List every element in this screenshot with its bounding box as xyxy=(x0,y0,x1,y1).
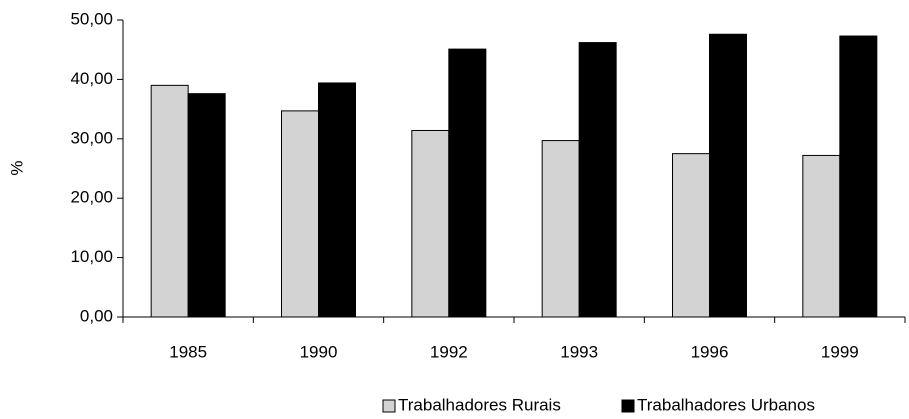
bar xyxy=(411,129,450,318)
x-tick-label: 1999 xyxy=(821,342,859,361)
bar xyxy=(839,35,878,318)
bar xyxy=(281,110,319,318)
legend-swatch xyxy=(382,399,396,413)
y-tick-label: 30,00 xyxy=(70,128,113,147)
y-tick-label: 10,00 xyxy=(70,247,113,266)
x-tick-label: 1996 xyxy=(691,342,729,361)
legend-label: Trabalhadores Rurais xyxy=(398,395,561,414)
bar xyxy=(802,154,841,318)
bar xyxy=(318,82,356,318)
x-tick-label: 1985 xyxy=(169,342,207,361)
legend-swatch xyxy=(621,399,635,413)
x-tick-label: 1990 xyxy=(300,342,338,361)
x-tick-label: 1992 xyxy=(430,342,468,361)
y-tick-label: 20,00 xyxy=(70,188,113,207)
x-tick-label: 1993 xyxy=(560,342,598,361)
bar xyxy=(187,93,226,318)
y-tick-label: 50,00 xyxy=(70,9,113,28)
bar xyxy=(541,140,580,318)
legend-label: Trabalhadores Urbanos xyxy=(637,395,815,414)
bar xyxy=(150,84,189,318)
bar xyxy=(578,42,617,318)
y-axis-label: % xyxy=(7,160,26,175)
bar xyxy=(709,33,747,318)
y-tick-label: 0,00 xyxy=(80,306,113,325)
bar xyxy=(448,48,487,318)
y-tick-label: 40,00 xyxy=(70,69,113,88)
bar xyxy=(672,153,710,318)
